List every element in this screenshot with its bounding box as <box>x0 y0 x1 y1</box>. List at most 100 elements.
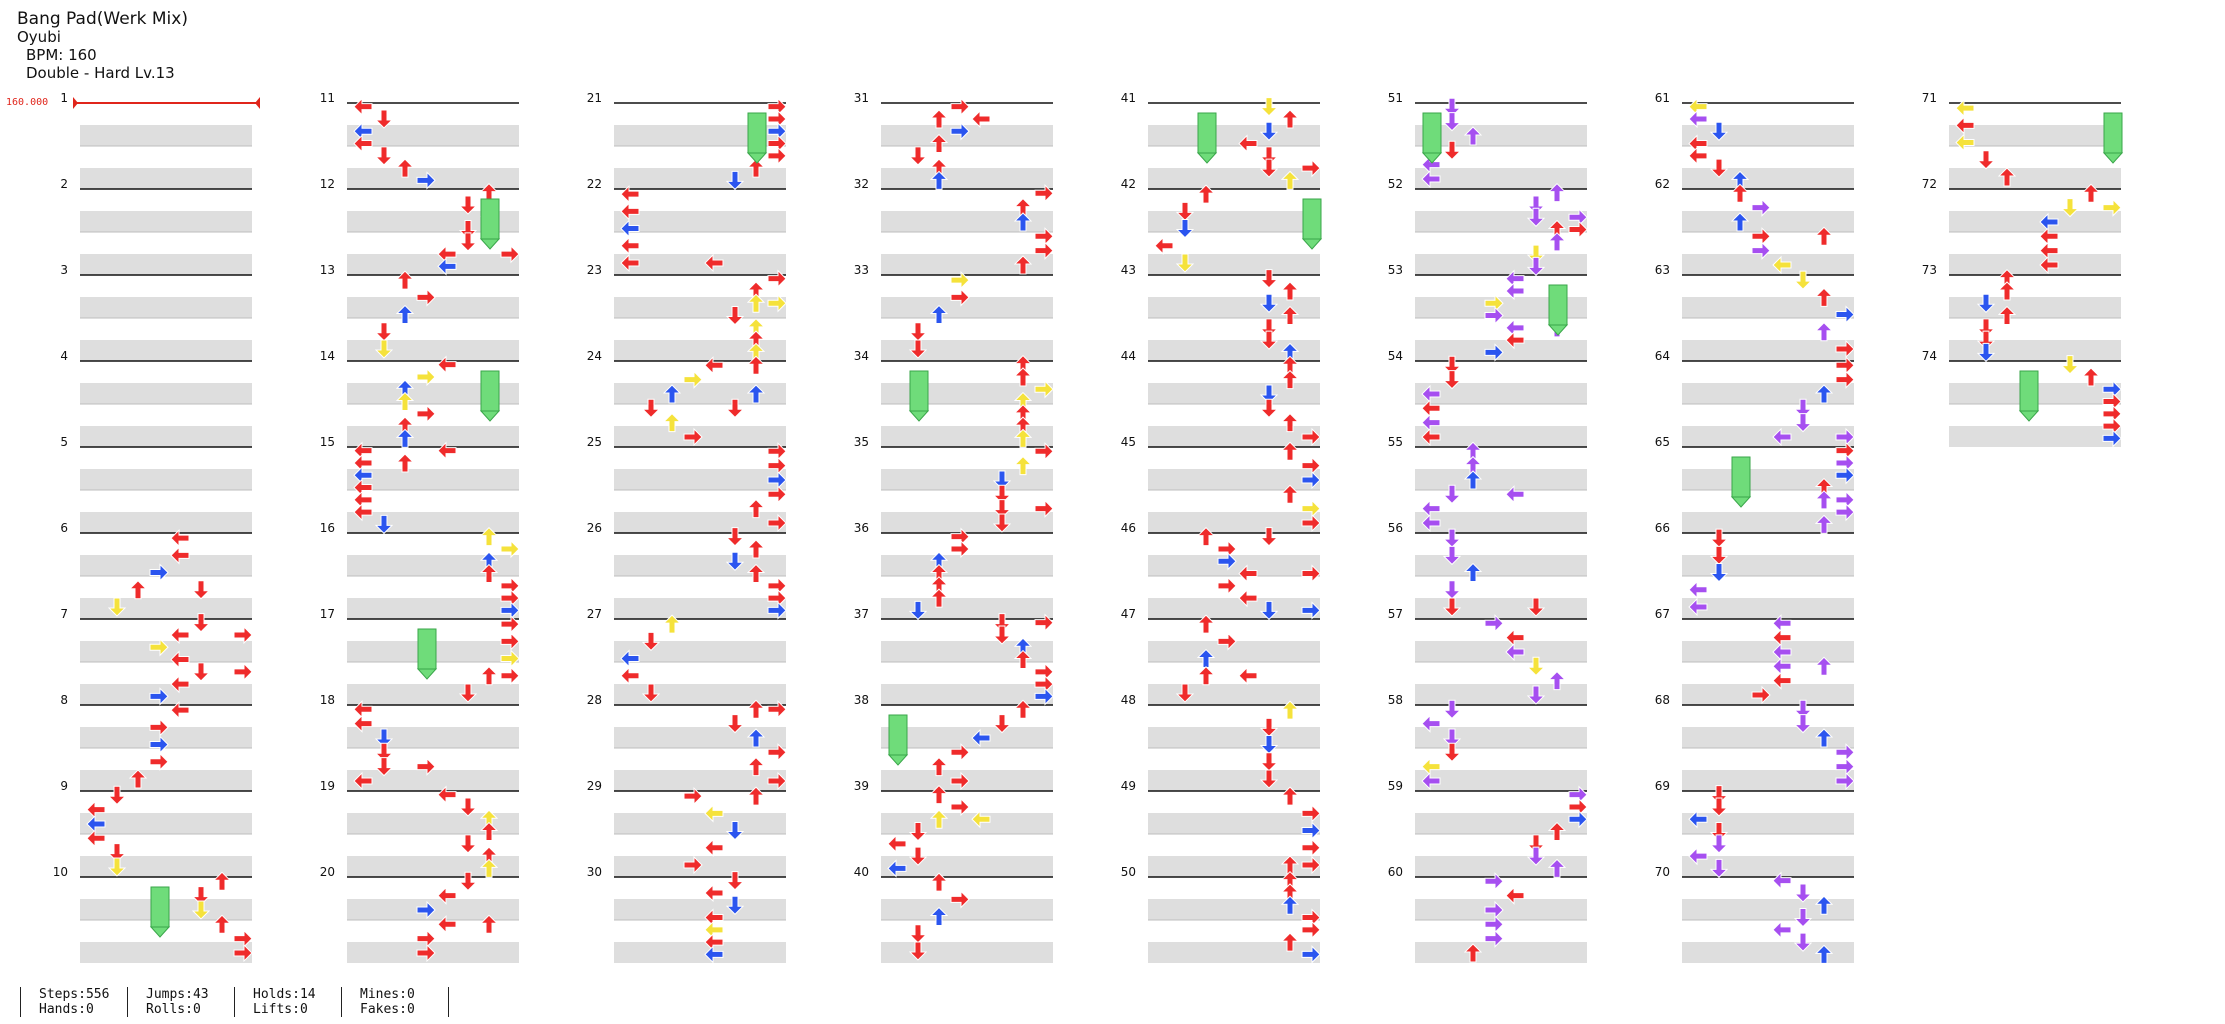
song-info: Bang Pad(Werk Mix) Oyubi BPM: 160 Double… <box>17 10 188 82</box>
lane-bar <box>614 770 786 791</box>
measure-number: 55 <box>1388 435 1403 449</box>
stat-jumps: Jumps:43 <box>146 987 209 1002</box>
arrow-down-icon <box>1709 158 1729 178</box>
arrow-down-icon <box>641 683 661 703</box>
arrow-left-icon <box>620 219 640 238</box>
lane-bar <box>881 297 1053 318</box>
measure-number: 72 <box>1922 177 1937 191</box>
arrow-down-icon <box>1259 293 1279 313</box>
arrow-left-icon <box>1772 255 1792 275</box>
measure-number: 53 <box>1388 263 1403 277</box>
lane-bar <box>1682 426 1854 447</box>
arrow-right-icon <box>1034 613 1054 632</box>
lane-bar <box>1415 297 1587 318</box>
arrow-right-icon <box>416 288 436 307</box>
arrow-down-icon <box>1709 121 1729 141</box>
arrow-up-icon <box>929 170 949 190</box>
arrow-left-icon <box>1505 886 1525 905</box>
arrow-right-icon <box>500 244 520 264</box>
arrow-up-icon <box>929 588 949 608</box>
arrow-right-icon <box>683 370 703 389</box>
arrow-right-icon <box>950 743 970 762</box>
lane-bar <box>881 899 1053 920</box>
arrow-right-icon <box>950 122 970 141</box>
arrow-down-icon <box>374 339 394 359</box>
arrow-down-icon <box>458 220 478 240</box>
lane-bar <box>347 426 519 447</box>
arrow-down-icon <box>1442 545 1462 566</box>
measure-number: 12 <box>320 177 335 191</box>
hold-note <box>909 370 929 412</box>
arrow-right-icon <box>1301 804 1321 823</box>
arrow-down-icon <box>191 580 211 600</box>
arrow-up-icon <box>2081 183 2101 203</box>
arrow-down-icon <box>1259 752 1279 772</box>
arrow-up-icon <box>1013 255 1033 275</box>
arrow-up-icon <box>395 428 415 448</box>
arrow-down-icon <box>1976 150 1996 170</box>
lane-bar <box>1682 340 1854 361</box>
arrow-down-icon <box>908 600 928 621</box>
lane-bar <box>1949 426 2121 447</box>
arrow-right-icon <box>767 97 787 116</box>
arrow-right-icon <box>1835 502 1855 522</box>
arrow-right-icon <box>1217 552 1237 571</box>
arrow-right-icon <box>767 700 787 719</box>
lane-bar <box>1148 641 1320 662</box>
arrow-up-icon <box>929 304 949 325</box>
arrow-right-icon <box>767 513 787 533</box>
arrow-down-icon <box>1709 785 1729 805</box>
arrow-up-icon <box>1013 455 1033 476</box>
lane-bar <box>1415 770 1587 791</box>
arrow-right-icon <box>233 625 253 645</box>
lane-bar <box>1415 512 1587 533</box>
arrow-down-icon <box>1259 769 1279 789</box>
lane-bar <box>1682 297 1854 318</box>
arrow-down-icon <box>908 822 928 842</box>
lane-bar <box>1949 297 2121 318</box>
arrow-up-icon <box>1997 281 2017 301</box>
arrow-right-icon <box>500 649 520 668</box>
arrow-up-icon <box>929 756 949 777</box>
arrow-right-icon <box>1301 427 1321 447</box>
lane-bar <box>881 598 1053 619</box>
arrow-up-icon <box>1280 932 1300 952</box>
measure-number: 68 <box>1655 693 1670 707</box>
arrow-left-icon <box>704 356 724 375</box>
measure-number: 67 <box>1655 607 1670 621</box>
arrow-left-icon <box>1772 671 1792 690</box>
measure-number: 31 <box>854 91 869 105</box>
lane-bar <box>1148 426 1320 447</box>
arrow-right-icon <box>1217 576 1237 596</box>
measure-number: 73 <box>1922 263 1937 277</box>
stat-rolls: Rolls:0 <box>146 1002 201 1017</box>
lane-bar <box>1148 469 1320 490</box>
arrow-left-icon <box>1421 169 1441 189</box>
arrow-down-icon <box>1259 717 1279 738</box>
arrow-left-icon <box>1238 588 1258 608</box>
arrow-up-icon <box>1547 821 1567 842</box>
arrow-up-icon <box>1730 183 1750 203</box>
arrow-down-icon <box>1442 355 1462 376</box>
stats-group-holds: Holds:14 Lifts:0 <box>234 987 316 1017</box>
arrow-left-icon <box>1688 580 1708 599</box>
arrow-right-icon <box>1835 466 1855 485</box>
lane-bar <box>614 641 786 662</box>
lane-bar <box>347 813 519 834</box>
arrow-right-icon <box>1034 662 1054 682</box>
lane-bar <box>1415 125 1587 146</box>
measure-number: 23 <box>587 263 602 277</box>
lane-bar <box>1148 125 1320 146</box>
arrow-right-icon <box>1217 632 1237 651</box>
arrow-left-icon <box>1688 109 1708 129</box>
arrow-down-icon <box>374 109 394 129</box>
arrow-right-icon <box>767 743 787 762</box>
arrow-down-icon <box>1976 318 1996 338</box>
arrow-down-icon <box>1793 270 1813 290</box>
measure-number: 44 <box>1121 349 1136 363</box>
arrow-left-icon <box>353 97 373 116</box>
arrow-right-icon <box>1301 513 1321 533</box>
arrow-up-icon <box>929 872 949 892</box>
arrow-right-icon <box>1568 797 1588 817</box>
stats-group-mines: Mines:0 Fakes:0 <box>341 987 415 1017</box>
